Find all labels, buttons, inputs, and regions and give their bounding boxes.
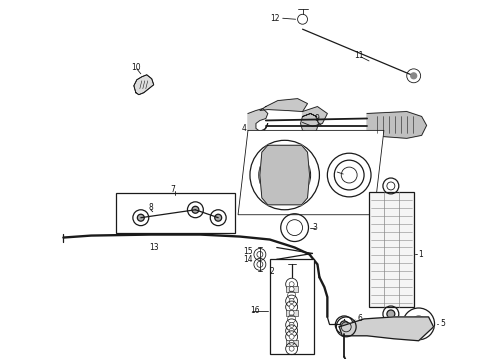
Circle shape <box>289 310 294 315</box>
Polygon shape <box>286 340 297 346</box>
Text: 14: 14 <box>243 255 253 264</box>
Circle shape <box>215 214 221 221</box>
Text: 7: 7 <box>171 185 175 194</box>
Polygon shape <box>286 310 297 316</box>
Polygon shape <box>260 99 308 112</box>
Circle shape <box>289 298 294 303</box>
Circle shape <box>289 346 294 351</box>
Circle shape <box>289 340 294 345</box>
Polygon shape <box>238 130 384 215</box>
Polygon shape <box>369 192 414 307</box>
Text: 10: 10 <box>131 63 141 72</box>
Text: 4: 4 <box>242 124 247 133</box>
Circle shape <box>289 323 294 327</box>
Polygon shape <box>286 286 297 292</box>
Text: 13: 13 <box>149 243 158 252</box>
Circle shape <box>137 214 144 221</box>
Circle shape <box>340 321 348 329</box>
Polygon shape <box>116 193 235 233</box>
Circle shape <box>411 73 416 79</box>
Circle shape <box>289 305 294 310</box>
Polygon shape <box>300 113 318 133</box>
Polygon shape <box>367 112 427 138</box>
Text: 6: 6 <box>357 314 362 323</box>
Polygon shape <box>260 145 310 205</box>
Text: 2: 2 <box>270 267 274 276</box>
Polygon shape <box>302 107 327 126</box>
Text: 16: 16 <box>250 306 260 315</box>
Polygon shape <box>134 75 154 95</box>
Text: 3: 3 <box>313 223 318 232</box>
Text: 9: 9 <box>315 114 319 123</box>
Circle shape <box>277 167 293 183</box>
Polygon shape <box>339 317 434 341</box>
Text: 15: 15 <box>243 247 253 256</box>
Text: 5: 5 <box>441 319 445 328</box>
Circle shape <box>289 282 294 287</box>
Circle shape <box>289 334 294 339</box>
Circle shape <box>387 310 395 318</box>
Text: 8: 8 <box>149 203 153 212</box>
Circle shape <box>192 206 199 213</box>
Circle shape <box>289 287 294 292</box>
Polygon shape <box>270 260 315 354</box>
Text: 1: 1 <box>418 250 423 259</box>
Circle shape <box>289 328 294 333</box>
Polygon shape <box>248 109 268 136</box>
Text: 12: 12 <box>270 14 279 23</box>
Text: 11: 11 <box>354 51 364 60</box>
